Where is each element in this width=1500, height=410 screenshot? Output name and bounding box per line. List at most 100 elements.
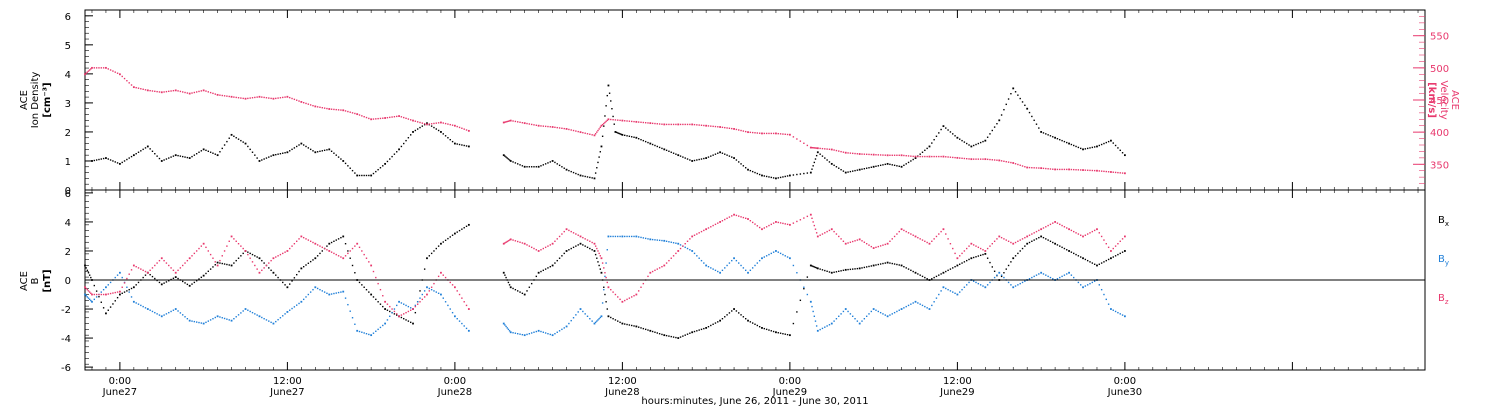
velocity-point — [447, 123, 449, 125]
ion-density-point — [861, 168, 863, 170]
bz-point — [409, 309, 412, 311]
by-point — [1105, 298, 1107, 301]
velocity-point — [770, 132, 772, 135]
bz-point — [624, 299, 626, 302]
bx-point — [177, 277, 179, 280]
velocity-point — [174, 89, 177, 92]
bz-point — [277, 255, 279, 257]
ion-density-point — [282, 152, 284, 154]
ion-density-point — [570, 170, 572, 173]
bx-point — [393, 313, 396, 315]
bx-point — [647, 329, 649, 331]
ion-density-point — [815, 154, 818, 157]
top-right-label-line2: Velocity — [1438, 80, 1449, 119]
velocity-point — [870, 153, 873, 156]
bz-point — [230, 235, 233, 238]
ion-density-point — [770, 176, 772, 179]
by-point — [86, 296, 89, 298]
bx-point — [458, 229, 461, 232]
ion-density-point — [123, 160, 126, 162]
by-point — [698, 257, 700, 259]
ion-density-point — [504, 155, 506, 157]
by-point — [945, 287, 947, 290]
bz-point — [731, 215, 733, 217]
bz-point — [342, 257, 345, 260]
ion-density-point — [361, 174, 363, 177]
by-point — [333, 292, 335, 295]
bx-point — [414, 311, 417, 314]
bx-point — [651, 330, 654, 333]
by-point — [828, 324, 831, 326]
by-point — [300, 300, 303, 303]
by-point — [530, 332, 533, 334]
bx-point — [710, 324, 712, 327]
ion-density-point — [779, 176, 782, 179]
bx-point — [898, 264, 900, 266]
ion-density-point — [314, 151, 317, 154]
bx-point — [542, 269, 544, 272]
ion-density-point — [777, 177, 779, 179]
bx-point — [844, 268, 847, 271]
ion-density-point — [451, 140, 454, 143]
bx-point — [593, 250, 596, 252]
by-point — [919, 303, 921, 305]
bx-point — [547, 267, 549, 269]
ion-density-point — [347, 165, 349, 167]
ion-density-point — [453, 142, 456, 145]
velocity-point — [426, 123, 428, 126]
ion-density-point — [1063, 140, 1066, 143]
by-point — [594, 321, 597, 324]
bx-point — [886, 261, 889, 264]
ion-density-point — [509, 160, 512, 162]
by-point — [1007, 281, 1010, 284]
bz-point — [165, 262, 168, 264]
velocity-point — [347, 110, 349, 113]
bz-point — [751, 221, 754, 224]
by-point — [512, 332, 514, 334]
ion-density-point — [1073, 144, 1075, 147]
ion-density-point — [377, 168, 379, 171]
bottom-left-tick-label: 0 — [65, 276, 71, 287]
velocity-point — [451, 124, 454, 126]
velocity-point — [421, 122, 424, 124]
bx-point — [461, 228, 463, 230]
by-point — [600, 315, 603, 318]
velocity-point — [1031, 167, 1033, 169]
ion-density-point — [599, 151, 601, 153]
bz-point — [838, 235, 840, 238]
by-point — [788, 257, 791, 260]
ion-density-point — [1010, 93, 1012, 95]
velocity-point — [116, 72, 119, 74]
velocity-point — [658, 123, 661, 125]
by-point — [751, 267, 754, 269]
velocity-point — [947, 156, 949, 158]
ion-density-point — [1112, 142, 1114, 144]
bx-point — [663, 334, 666, 337]
velocity-point — [340, 109, 342, 111]
by-point — [421, 293, 424, 296]
bz-point — [186, 259, 189, 262]
bx-point — [440, 242, 442, 245]
by-point — [293, 306, 296, 308]
ion-density-point — [1061, 139, 1063, 142]
bx-point — [717, 321, 719, 323]
x-axis-ticks: 0:00June2712:00June270:00June2812:00June… — [91, 10, 1419, 398]
legend-by: By — [1438, 254, 1449, 267]
velocity-point — [663, 123, 666, 126]
ion-density-point — [114, 161, 116, 163]
by-point — [291, 307, 293, 310]
velocity-point — [577, 130, 579, 133]
bx-point — [200, 276, 203, 279]
velocity-point — [679, 123, 682, 126]
by-point — [289, 309, 291, 311]
velocity-point — [442, 122, 444, 124]
ion-density-point — [828, 161, 831, 163]
by-point — [414, 304, 417, 307]
bx-point — [600, 271, 603, 274]
ion-density-point — [379, 167, 382, 169]
bx-point — [188, 284, 191, 287]
by-point — [542, 331, 544, 333]
velocity-point — [293, 98, 296, 101]
by-point — [947, 288, 949, 291]
by-point — [614, 235, 617, 238]
